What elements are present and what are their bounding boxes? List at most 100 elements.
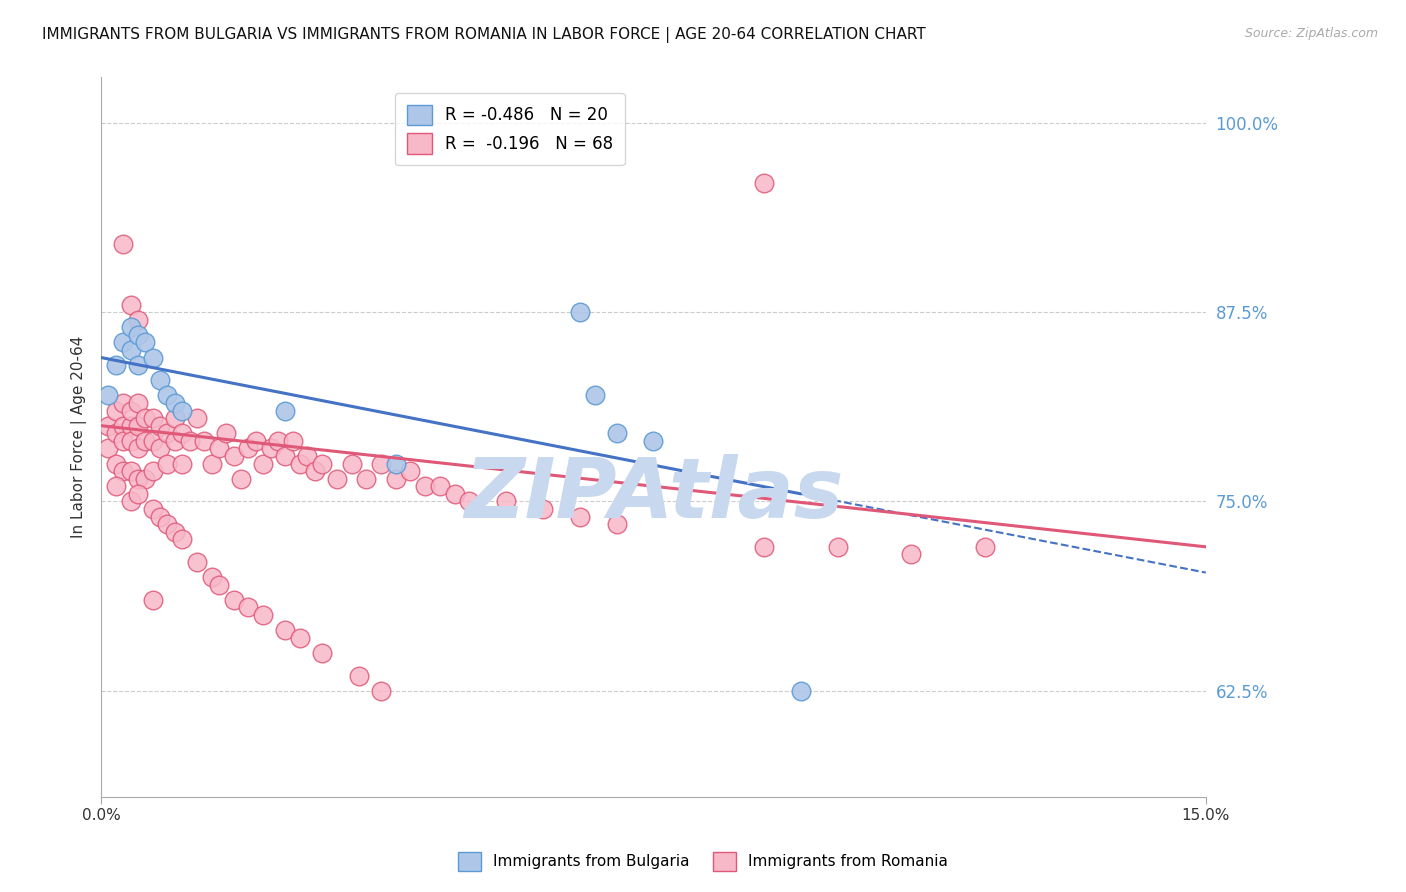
Point	[112, 335, 135, 350]
Point	[142, 502, 165, 516]
Point	[142, 434, 165, 448]
Point	[149, 418, 172, 433]
Point	[370, 683, 392, 698]
Point	[120, 494, 142, 508]
Point	[326, 472, 349, 486]
Point	[120, 320, 142, 334]
Point	[120, 403, 142, 417]
Point	[370, 457, 392, 471]
Point	[104, 426, 127, 441]
Point	[134, 411, 156, 425]
Point	[112, 434, 135, 448]
Point	[973, 540, 995, 554]
Point	[127, 396, 149, 410]
Point	[304, 464, 326, 478]
Point	[238, 600, 260, 615]
Point	[142, 351, 165, 365]
Point	[97, 442, 120, 456]
Point	[172, 426, 194, 441]
Point	[900, 548, 922, 562]
Point	[172, 403, 194, 417]
Point	[142, 464, 165, 478]
Point	[531, 502, 554, 516]
Point	[281, 434, 304, 448]
Point	[311, 646, 333, 660]
Text: IMMIGRANTS FROM BULGARIA VS IMMIGRANTS FROM ROMANIA IN LABOR FORCE | AGE 20-64 C: IMMIGRANTS FROM BULGARIA VS IMMIGRANTS F…	[42, 27, 927, 43]
Point	[215, 426, 238, 441]
Point	[172, 533, 194, 547]
Point	[752, 540, 775, 554]
Point	[186, 555, 208, 569]
Point	[149, 509, 172, 524]
Point	[127, 472, 149, 486]
Point	[104, 457, 127, 471]
Point	[112, 464, 135, 478]
Point	[827, 540, 849, 554]
Point	[311, 457, 333, 471]
Point	[252, 607, 274, 622]
Point	[288, 631, 311, 645]
Point	[495, 494, 517, 508]
Point	[208, 577, 231, 591]
Point	[163, 524, 186, 539]
Point	[340, 457, 363, 471]
Point	[229, 472, 252, 486]
Point	[134, 335, 156, 350]
Point	[156, 457, 179, 471]
Point	[347, 668, 370, 682]
Point	[120, 297, 142, 311]
Point	[274, 449, 297, 463]
Point	[643, 434, 665, 448]
Point	[384, 472, 406, 486]
Point	[568, 305, 591, 319]
Point	[127, 312, 149, 326]
Point	[149, 442, 172, 456]
Point	[429, 479, 451, 493]
Point	[208, 442, 231, 456]
Point	[127, 418, 149, 433]
Point	[288, 457, 311, 471]
Point	[583, 388, 606, 402]
Point	[568, 509, 591, 524]
Point	[104, 358, 127, 372]
Point	[97, 388, 120, 402]
Point	[399, 464, 422, 478]
Point	[149, 373, 172, 387]
Point	[163, 434, 186, 448]
Point	[104, 479, 127, 493]
Point	[790, 683, 813, 698]
Point	[193, 434, 215, 448]
Point	[443, 487, 465, 501]
Point	[112, 396, 135, 410]
Point	[267, 434, 290, 448]
Point	[252, 457, 274, 471]
Point	[112, 237, 135, 252]
Point	[384, 457, 406, 471]
Point	[458, 494, 481, 508]
Point	[142, 592, 165, 607]
Point	[120, 434, 142, 448]
Point	[752, 177, 775, 191]
Point	[200, 457, 222, 471]
Point	[120, 418, 142, 433]
Point	[156, 426, 179, 441]
Point	[127, 442, 149, 456]
Point	[163, 411, 186, 425]
Point	[134, 472, 156, 486]
Point	[163, 396, 186, 410]
Point	[127, 327, 149, 342]
Point	[354, 472, 377, 486]
Legend: Immigrants from Bulgaria, Immigrants from Romania: Immigrants from Bulgaria, Immigrants fro…	[449, 843, 957, 880]
Point	[245, 434, 267, 448]
Point	[259, 442, 281, 456]
Point	[297, 449, 319, 463]
Point	[120, 464, 142, 478]
Text: ZIPAtlas: ZIPAtlas	[464, 454, 844, 535]
Point	[274, 623, 297, 637]
Point	[134, 434, 156, 448]
Point	[172, 457, 194, 471]
Point	[127, 358, 149, 372]
Point	[142, 411, 165, 425]
Y-axis label: In Labor Force | Age 20-64: In Labor Force | Age 20-64	[72, 336, 87, 538]
Point	[156, 388, 179, 402]
